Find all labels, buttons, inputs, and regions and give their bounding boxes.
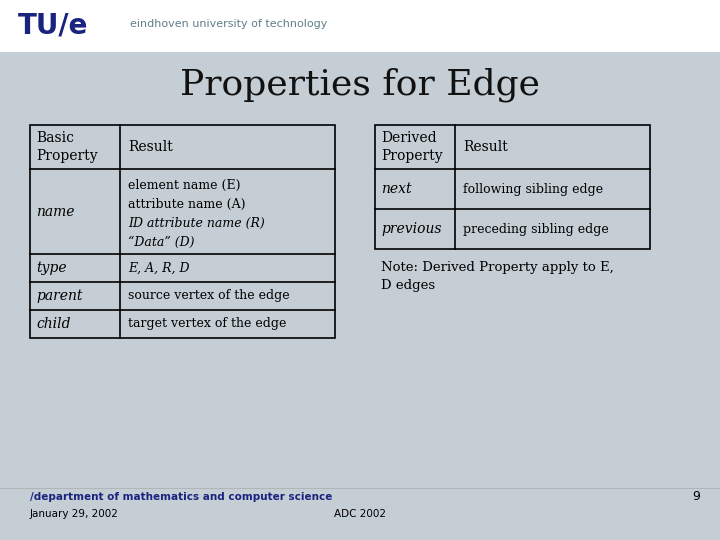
Text: /department of mathematics and computer science: /department of mathematics and computer … [30,492,333,502]
Text: TU/e: TU/e [18,12,89,40]
Text: 9: 9 [692,490,700,503]
Text: “Data” (D): “Data” (D) [128,236,194,249]
Text: ADC 2002: ADC 2002 [334,509,386,519]
Text: attribute name (A): attribute name (A) [128,198,246,211]
Text: previous: previous [381,222,441,236]
Text: next: next [381,182,412,196]
Text: Derived
Property: Derived Property [381,131,443,163]
Text: child: child [36,317,71,331]
Text: Properties for Edge: Properties for Edge [180,68,540,102]
Text: Basic
Property: Basic Property [36,131,98,163]
Bar [0,0,720,52]
Text: January 29, 2002: January 29, 2002 [30,509,119,519]
Text: ID attribute name (R): ID attribute name (R) [128,217,265,230]
Text: eindhoven university of technology: eindhoven university of technology [130,19,328,29]
Text: Note: Derived Property apply to E,
D edges: Note: Derived Property apply to E, D edg… [381,261,613,292]
Text: preceding sibling edge: preceding sibling edge [463,222,608,235]
Text: E, A, R, D: E, A, R, D [128,261,189,274]
Text: target vertex of the edge: target vertex of the edge [128,318,287,330]
Text: name: name [36,205,74,219]
Text: parent: parent [36,289,83,303]
Bar [30,125,335,338]
Text: following sibling edge: following sibling edge [463,183,603,195]
Text: type: type [36,261,67,275]
Text: element name (E): element name (E) [128,179,240,192]
Text: Result: Result [128,140,173,154]
Text: source vertex of the edge: source vertex of the edge [128,289,289,302]
Text: Result: Result [463,140,508,154]
Bar [375,125,650,249]
